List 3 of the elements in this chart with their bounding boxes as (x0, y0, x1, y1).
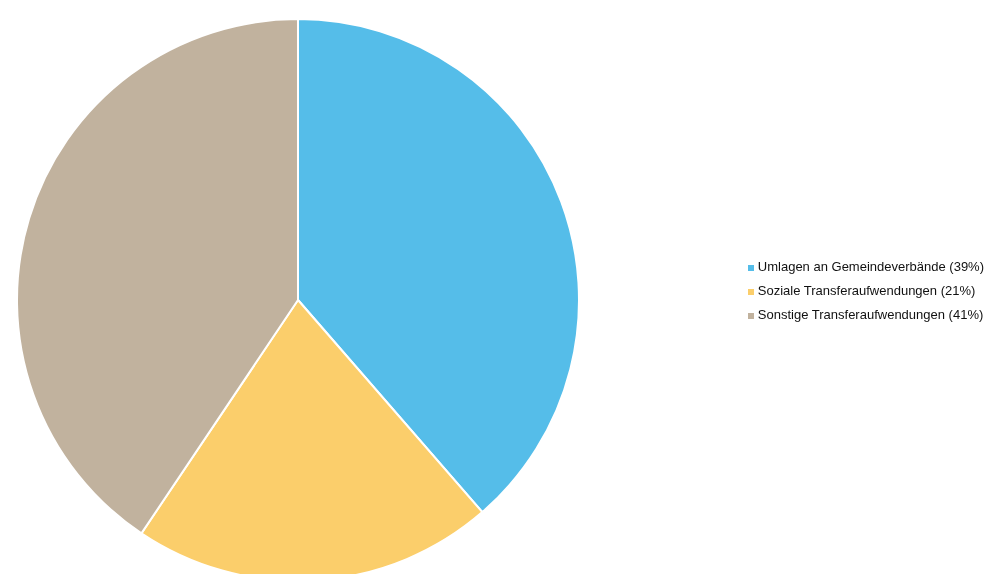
legend-label: Soziale Transferaufwendungen (21%) (757, 283, 976, 298)
legend-label: Umlagen an Gemeindeverbände (39%) (757, 259, 984, 274)
legend-label: Sonstige Transferaufwendungen (41%) (757, 307, 984, 322)
